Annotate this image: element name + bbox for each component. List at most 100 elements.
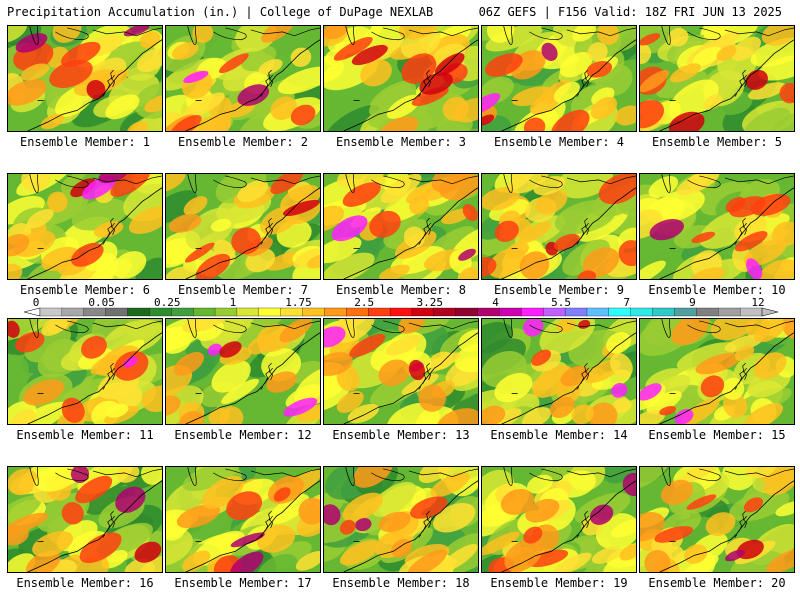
ensemble-member-map <box>323 318 479 425</box>
colorbar-swatch <box>61 307 85 317</box>
colorbar-swatch <box>630 307 654 317</box>
precip-field <box>8 319 162 424</box>
member-caption: Ensemble Member: 16 <box>16 576 154 590</box>
precip-field <box>640 319 794 424</box>
member-caption: Ensemble Member: 20 <box>648 576 786 590</box>
precip-field <box>640 26 794 131</box>
member-caption: Ensemble Member: 1 <box>19 135 151 149</box>
colorbar-swatch <box>83 307 107 317</box>
colorbar-swatch <box>39 307 63 317</box>
member-caption: Ensemble Member: 3 <box>335 135 467 149</box>
ensemble-member-map <box>481 466 637 573</box>
precip-field <box>166 467 320 572</box>
colorbar-label: 0.25 <box>154 296 181 309</box>
member-caption: Ensemble Member: 14 <box>490 428 628 442</box>
colorbar-swatch <box>521 307 544 317</box>
colorbar-swatch <box>302 307 325 317</box>
colorbar-swatch <box>652 307 675 317</box>
ensemble-member-map <box>165 466 321 573</box>
colorbar-swatch <box>718 307 741 317</box>
ensemble-member-map <box>481 318 637 425</box>
colorbar-swatch <box>368 307 391 317</box>
colorbar-swatch <box>192 307 216 317</box>
colorbar-label: 2.5 <box>354 296 374 309</box>
precip-field <box>324 26 478 131</box>
ensemble-member-map <box>639 173 795 280</box>
precip-field <box>482 174 636 279</box>
precip-field <box>324 174 478 279</box>
ensemble-member-map <box>639 318 795 425</box>
member-caption: Ensemble Member: 4 <box>493 135 625 149</box>
ensemble-member-map <box>323 466 479 573</box>
member-caption: Ensemble Member: 13 <box>332 428 470 442</box>
member-caption: Ensemble Member: 18 <box>332 576 470 590</box>
colorbar-swatch <box>608 307 632 317</box>
ensemble-member-map <box>7 466 163 573</box>
ensemble-member-map <box>7 25 163 132</box>
ensemble-member-map <box>7 318 163 425</box>
member-caption: Ensemble Member: 17 <box>174 576 312 590</box>
ensemble-member-map <box>639 25 795 132</box>
member-caption: Ensemble Member: 12 <box>174 428 312 442</box>
valid-time: 06Z GEFS | F156 Valid: 18Z FRI JUN 13 20… <box>478 5 782 19</box>
member-caption: Ensemble Member: 8 <box>335 283 467 297</box>
colorbar-swatch <box>280 307 304 317</box>
precip-field <box>640 467 794 572</box>
member-caption: Ensemble Member: 9 <box>493 283 625 297</box>
colorbar-swatch <box>236 307 260 317</box>
colorbar-swatch <box>674 307 697 317</box>
colorbar-swatch <box>433 307 457 317</box>
colorbar-label: 12 <box>751 296 764 309</box>
member-caption: Ensemble Member: 15 <box>648 428 786 442</box>
ensemble-member-map <box>165 173 321 280</box>
member-caption: Ensemble Member: 7 <box>177 283 309 297</box>
colorbar-swatch <box>564 307 588 317</box>
precip-field <box>166 319 320 424</box>
ensemble-member-map <box>481 25 637 132</box>
colorbar-label: 1 <box>230 296 237 309</box>
precip-field <box>166 26 320 131</box>
ensemble-member-map <box>7 173 163 280</box>
colorbar-swatch <box>411 307 435 317</box>
colorbar-swatch <box>543 307 566 317</box>
colorbar-arrow-right <box>761 307 779 317</box>
colorbar-swatch <box>389 307 413 317</box>
ensemble-member-map <box>323 25 479 132</box>
precip-field <box>324 319 478 424</box>
member-caption: Ensemble Member: 6 <box>19 283 151 297</box>
precip-field <box>640 174 794 279</box>
colorbar-swatch <box>324 307 347 317</box>
colorbar-svg: 0 0.05 0.25 1 1.75 2.5 3.25 4 5.5 7 9 12 <box>23 296 779 317</box>
member-caption: Ensemble Member: 5 <box>651 135 783 149</box>
member-caption: Ensemble Member: 11 <box>16 428 154 442</box>
colorbar-swatch <box>586 307 610 317</box>
colorbar: 0 0.05 0.25 1 1.75 2.5 3.25 4 5.5 7 9 12 <box>0 296 800 320</box>
colorbar-swatch <box>149 307 172 317</box>
colorbar-label: 4 <box>492 296 499 309</box>
precip-field <box>8 467 162 572</box>
ensemble-member-map <box>323 173 479 280</box>
colorbar-swatch <box>739 307 763 317</box>
colorbar-swatch <box>105 307 128 317</box>
colorbar-swatch <box>499 307 522 317</box>
precip-field <box>8 26 162 131</box>
colorbar-label: 0.05 <box>88 296 115 309</box>
colorbar-swatch <box>346 307 369 317</box>
colorbar-label: 5.5 <box>551 296 571 309</box>
precip-field <box>8 174 162 279</box>
colorbar-arrow-left <box>23 307 41 317</box>
ensemble-member-map <box>165 25 321 132</box>
colorbar-swatch <box>455 307 479 317</box>
precip-field <box>482 319 636 424</box>
colorbar-label: 9 <box>689 296 696 309</box>
precip-field <box>324 467 478 572</box>
colorbar-label: 0 <box>33 296 40 309</box>
ensemble-member-map <box>165 318 321 425</box>
colorbar-swatch <box>127 307 150 317</box>
precip-field <box>482 26 636 131</box>
colorbar-swatch <box>696 307 719 317</box>
colorbar-swatch <box>214 307 238 317</box>
precip-field <box>482 467 636 572</box>
ensemble-member-map <box>481 173 637 280</box>
precip-field <box>166 174 320 279</box>
